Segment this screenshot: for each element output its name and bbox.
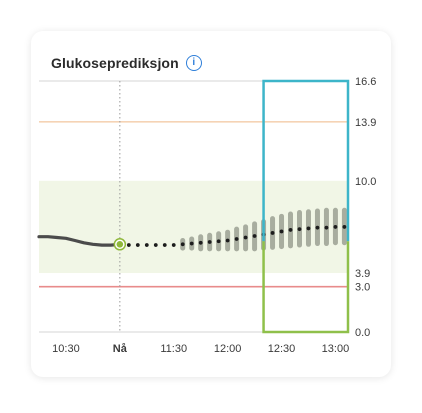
y-tick-label: 10.0: [355, 176, 376, 188]
prediction-point: [324, 225, 329, 230]
prediction-point: [342, 225, 347, 229]
prediction-point: [270, 231, 275, 235]
prediction-point: [279, 229, 284, 234]
history-line: [37, 235, 122, 247]
highlight-box-upper: [262, 79, 350, 242]
card-header: Glukoseprediksjon i: [51, 53, 202, 73]
prediction-point: [153, 243, 158, 247]
prediction-point: [297, 227, 302, 232]
x-tick-label: 10:30: [52, 343, 80, 355]
prediction-point: [171, 243, 176, 247]
prediction-point: [288, 228, 293, 232]
prediction-point: [207, 240, 212, 244]
info-icon[interactable]: i: [185, 55, 202, 71]
prediction-point: [315, 225, 320, 230]
highlight-window: [262, 79, 350, 334]
prediction-point: [234, 237, 239, 241]
y-tick-label: 3.9: [355, 268, 370, 280]
x-tick-label: 11:30: [160, 343, 187, 355]
y-tick-label: 16.6: [355, 76, 376, 88]
prediction-series: [126, 225, 347, 247]
prediction-point: [144, 243, 149, 247]
prediction-point: [126, 243, 131, 247]
prediction-point: [135, 243, 140, 247]
prediction-point: [243, 235, 248, 240]
prediction-point: [252, 234, 257, 238]
x-tick-label: 12:30: [268, 343, 296, 355]
prediction-point: [225, 238, 230, 243]
highlight-box-lower: [262, 241, 350, 334]
target-range-band: [39, 180, 348, 274]
prediction-point: [306, 226, 311, 231]
prediction-point: [180, 242, 185, 247]
y-tick-label: 13.9: [355, 117, 376, 129]
x-axis-ticks: 10:30 Nå 11:30 12:00 12:30 13:00: [52, 343, 349, 355]
history-series: [37, 235, 127, 251]
prediction-point: [189, 241, 194, 246]
y-tick-label: 0.0: [355, 327, 370, 339]
y-axis-ticks: 16.6 13.9 10.0 3.9 3.0 0.0: [355, 76, 376, 339]
x-tick-label: 13:00: [322, 343, 350, 355]
target-range-rect: [39, 180, 348, 274]
prediction-point: [198, 240, 203, 245]
now-marker-dot: [116, 241, 124, 248]
card-title: Glukoseprediksjon: [51, 55, 179, 71]
x-tick-label: 12:00: [214, 343, 242, 355]
prediction-point: [216, 239, 221, 244]
x-tick-label: Nå: [113, 343, 128, 355]
prediction-point: [162, 243, 167, 247]
prediction-point: [333, 225, 338, 229]
y-tick-label: 3.0: [355, 282, 370, 294]
